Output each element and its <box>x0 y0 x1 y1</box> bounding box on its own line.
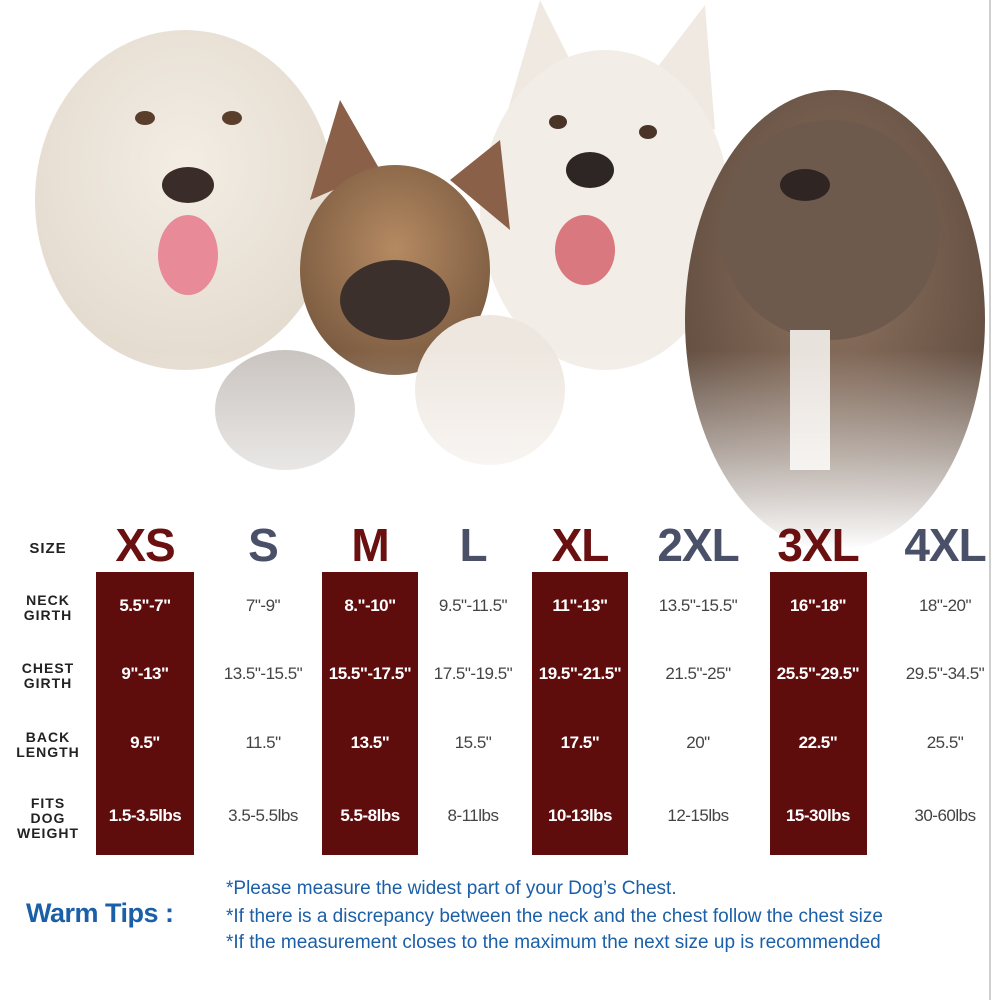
row-label: DOG <box>30 809 66 826</box>
size-heading: M <box>351 519 389 571</box>
size-cell: 9.5"-11.5" <box>438 596 508 615</box>
size-heading: XL <box>551 519 610 571</box>
size-cell: 8."-10" <box>344 596 396 615</box>
tip-line: *If the measurement closes to the maximu… <box>226 932 881 953</box>
size-cell: 7"-9" <box>245 596 281 615</box>
size-heading: L <box>459 519 487 571</box>
size-column-band <box>769 572 867 855</box>
row-label: SIZE <box>29 540 67 557</box>
size-heading: 4XL <box>904 519 986 571</box>
size-cell: 5.5"-7" <box>119 596 171 615</box>
size-cell: 15.5"-17.5" <box>328 664 412 683</box>
size-cell: 15-30lbs <box>785 806 851 825</box>
size-cell: 15.5" <box>454 733 492 752</box>
size-cell: 17.5" <box>560 733 600 752</box>
size-cell: 11.5" <box>245 733 281 752</box>
size-column-band <box>322 572 418 855</box>
size-cell: 13.5"-15.5" <box>658 596 738 615</box>
size-cell: 30-60lbs <box>914 806 976 825</box>
size-cell: 20" <box>686 733 710 752</box>
size-cell: 29.5"-34.5" <box>905 664 985 683</box>
size-cell: 12-15lbs <box>667 806 729 825</box>
tip-line: *Please measure the widest part of your … <box>226 878 677 899</box>
row-label: NECK <box>26 592 70 608</box>
tips-title: Warm Tips : <box>26 898 174 928</box>
size-cell: 5.5-8lbs <box>340 806 400 825</box>
size-cell: 25.5" <box>926 733 964 752</box>
size-cell: 11"-13" <box>552 596 608 615</box>
size-cell: 9"-13" <box>121 664 169 683</box>
size-cell: 19.5"-21.5" <box>538 664 622 683</box>
row-label: BACK <box>25 729 71 745</box>
size-column-band <box>532 572 628 855</box>
row-label: WEIGHT <box>17 824 79 841</box>
size-cell: 9.5" <box>130 733 160 752</box>
size-cell: 21.5"-25" <box>665 664 731 683</box>
row-label: LENGTH <box>16 744 80 760</box>
size-cell: 8-11lbs <box>447 806 500 825</box>
row-label: CHEST <box>21 660 75 676</box>
size-cell: 13.5"-15.5" <box>223 664 303 683</box>
size-cell: 22.5" <box>798 733 838 752</box>
size-heading: S <box>248 519 279 571</box>
row-label: GIRTH <box>23 675 73 691</box>
size-heading: 3XL <box>777 519 859 571</box>
row-label: FITS <box>30 794 66 811</box>
size-cell: 3.5-5.5lbs <box>228 806 298 825</box>
size-cell: 10-13lbs <box>547 806 613 825</box>
size-cell: 16"-18" <box>789 596 847 615</box>
size-cell: 13.5" <box>350 733 390 752</box>
size-heading: 2XL <box>657 519 739 571</box>
size-column-band <box>96 572 194 855</box>
size-heading: XS <box>115 519 175 571</box>
size-cell: 25.5"-29.5" <box>776 664 860 683</box>
size-cell: 17.5"-19.5" <box>433 664 513 683</box>
size-cell: 1.5-3.5lbs <box>108 806 182 825</box>
size-cell: 18"-20" <box>918 596 972 615</box>
row-label: GIRTH <box>23 607 73 623</box>
tip-line: *If there is a discrepancy between the n… <box>226 906 883 927</box>
